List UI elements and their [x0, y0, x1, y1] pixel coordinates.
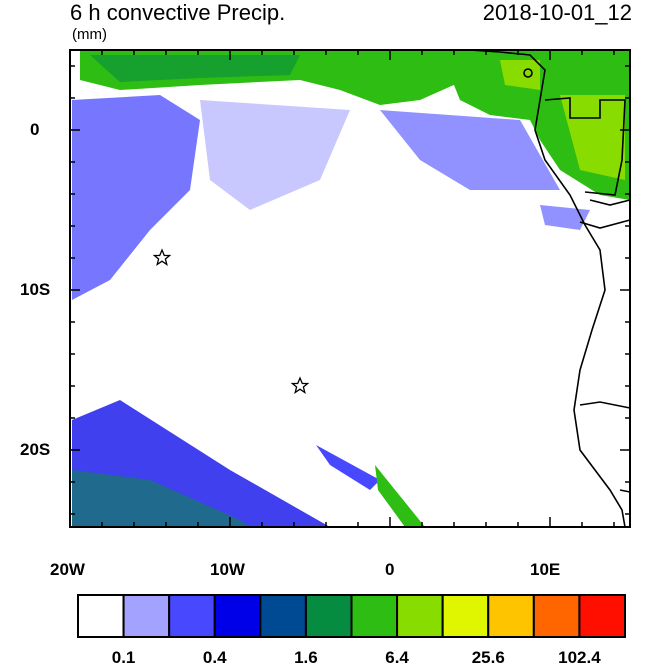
colorbar-label: 6.4: [385, 648, 409, 667]
colorbar-swatch: [532, 594, 581, 638]
y-tick-label: 10S: [20, 280, 51, 299]
colorbar-swatch: [304, 594, 353, 638]
colorbar-swatch: [441, 594, 490, 638]
colorbar-label: 1.6: [294, 648, 318, 667]
colorbar-label: 0.1: [111, 648, 136, 667]
colorbar-swatch: [77, 594, 125, 638]
star-marker-icon: [152, 248, 172, 267]
map-title: 6 h convective Precip.: [70, 0, 286, 25]
y-tick-label: 0: [30, 120, 40, 139]
colorbar-swatch: [122, 594, 171, 638]
colorbar-swatch: [487, 594, 535, 638]
colorbar-swatch: [168, 594, 216, 638]
star-markers: [152, 248, 310, 395]
axis-ticks: [69, 50, 630, 527]
units-label: (mm): [72, 26, 107, 43]
map-frame: [69, 49, 631, 528]
x-tick-label: 0: [385, 560, 395, 579]
colorbar-swatch: [259, 594, 307, 638]
coastline: [469, 49, 631, 528]
colorbar-swatch: [396, 594, 444, 638]
colorbar-swatch: [578, 594, 627, 638]
star-marker-icon: [290, 376, 310, 395]
colorbar-label: 0.4: [202, 648, 227, 667]
precip-field: [72, 50, 630, 527]
colorbar-swatch: [213, 594, 262, 638]
x-tick-label: 10W: [210, 560, 245, 579]
map-date: 2018-10-01_12: [482, 0, 632, 25]
colorbar-label: 25.6: [471, 648, 505, 667]
y-tick-label: 20S: [20, 440, 51, 459]
colorbar-swatch: [350, 594, 399, 638]
colorbar-label: 102.4: [558, 648, 601, 667]
colorbar: [77, 594, 627, 638]
x-tick-label: 10E: [530, 560, 561, 579]
x-tick-label: 20W: [50, 560, 85, 579]
